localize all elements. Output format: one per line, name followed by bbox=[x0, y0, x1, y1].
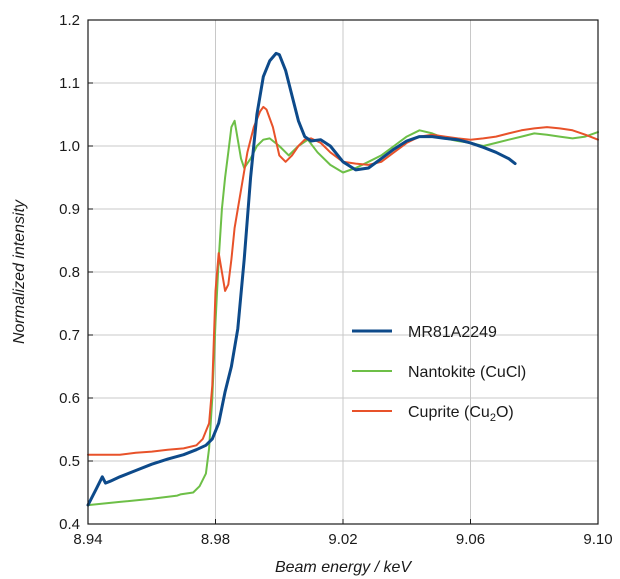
y-axis-title: Normalized intensity bbox=[11, 199, 28, 344]
y-tick-label: 0.8 bbox=[59, 264, 80, 281]
y-tick-label: 0.7 bbox=[59, 327, 80, 344]
grid-lines bbox=[88, 20, 598, 524]
legend-label: Nantokite (CuCl) bbox=[408, 364, 526, 381]
x-tick-label: 9.06 bbox=[456, 531, 485, 548]
series-line-mr81a2249 bbox=[86, 51, 517, 507]
y-tick-label: 0.6 bbox=[59, 390, 80, 407]
y-tick-label: 1.1 bbox=[59, 75, 80, 92]
series-line-nantokite-cucl bbox=[87, 119, 599, 507]
series-layer bbox=[86, 51, 599, 507]
x-tick-labels: 8.94 8.98 9.02 9.06 9.10 bbox=[73, 519, 613, 548]
x-tick-label: 9.10 bbox=[583, 531, 612, 548]
legend-label: MR81A2249 bbox=[408, 324, 497, 341]
x-tick-label: 8.94 bbox=[73, 531, 102, 548]
y-tick-label: 0.4 bbox=[59, 516, 80, 533]
y-tick-labels: 0.4 0.5 0.6 0.7 0.8 0.9 1.0 1.1 1.2 bbox=[59, 12, 93, 533]
y-tick-label: 0.5 bbox=[59, 453, 80, 470]
x-axis-title: Beam energy / keV bbox=[275, 559, 412, 576]
series-line-cuprite-cu2o bbox=[87, 105, 599, 456]
y-tick-label: 1.0 bbox=[59, 138, 80, 155]
x-tick-label: 9.02 bbox=[328, 531, 357, 548]
y-tick-label: 1.2 bbox=[59, 12, 80, 29]
x-tick-label: 8.98 bbox=[201, 531, 230, 548]
legend-label: Cuprite (Cu2O) bbox=[408, 404, 514, 424]
legend: MR81A2249 Nantokite (CuCl) Cuprite (Cu2O) bbox=[352, 324, 526, 424]
y-tick-label: 0.9 bbox=[59, 201, 80, 218]
